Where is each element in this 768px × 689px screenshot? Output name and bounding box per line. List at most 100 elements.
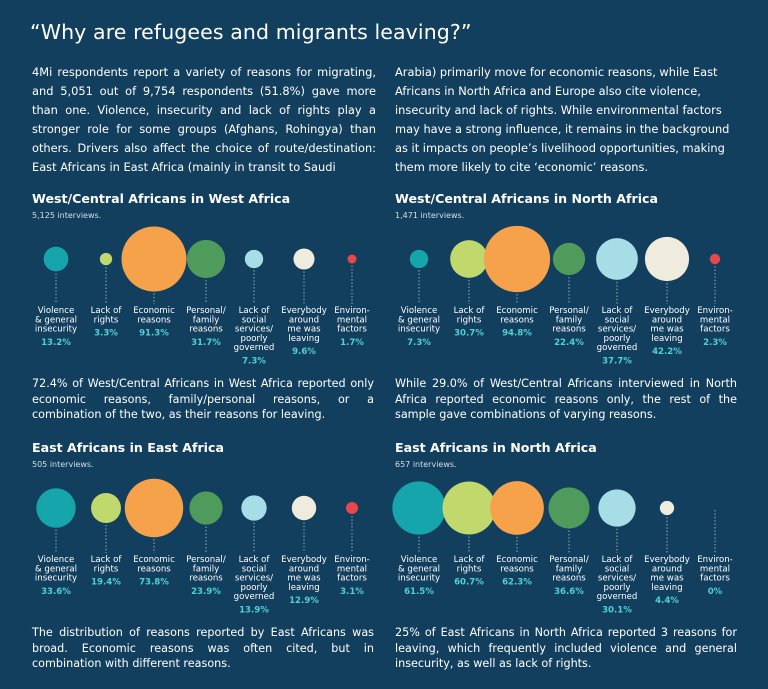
category-label-violence: Violence & general insecurity bbox=[398, 306, 440, 335]
category-label-economic: Economic reasons bbox=[496, 555, 538, 574]
bubble-personal bbox=[552, 242, 586, 276]
bubble-environmental bbox=[709, 253, 721, 265]
category-label-social: Lack of social services/poorly governed bbox=[597, 306, 638, 353]
bubble-economic bbox=[483, 225, 551, 293]
value-label-economic: 62.3% bbox=[502, 578, 532, 588]
value-label-social: 37.7% bbox=[602, 357, 632, 367]
category-label-everybody: Everybody around me was leaving bbox=[644, 306, 690, 344]
category-label-social: Lack of social services/poorly governed bbox=[234, 306, 275, 353]
panel-title-wc-north: West/Central Africans in North Africa bbox=[395, 191, 658, 206]
bubble-violence bbox=[43, 246, 69, 272]
bubble-violence bbox=[392, 481, 446, 535]
category-label-everybody: Everybody around me was leaving bbox=[281, 555, 327, 593]
value-label-personal: 31.7% bbox=[191, 338, 221, 348]
value-label-violence: 33.6% bbox=[41, 587, 71, 597]
category-label-rights: Lack of rights bbox=[91, 306, 123, 325]
category-label-personal: Personal/family reasons bbox=[186, 555, 226, 584]
bubble-economic bbox=[121, 226, 187, 292]
value-label-violence: 13.2% bbox=[41, 338, 71, 348]
page-title: “Why are refugees and migrants leaving?” bbox=[30, 20, 472, 44]
bubble-social bbox=[244, 249, 264, 269]
value-label-economic: 94.8% bbox=[502, 329, 532, 339]
bubble-everybody bbox=[293, 248, 315, 270]
category-label-environmental: Environ-mental factors bbox=[334, 555, 370, 584]
category-label-environmental: Environ-mental factors bbox=[334, 306, 370, 335]
panel-subtitle-wc-north: 1,471 interviews. bbox=[395, 211, 465, 220]
summary-wc-west: 72.4% of West/Central Africans in West A… bbox=[32, 377, 374, 421]
panel-title-wc-west: West/Central Africans in West Africa bbox=[32, 191, 291, 206]
summary-ea-east: The distribution of reasons reported by … bbox=[32, 626, 374, 670]
value-label-personal: 22.4% bbox=[554, 338, 584, 348]
category-label-social: Lack of social services/poorly governed bbox=[597, 555, 638, 602]
value-label-everybody: 4.4% bbox=[655, 596, 679, 606]
bubble-chart-wc-west: Violence & general insecurity 13.2% Lack of r… bbox=[35, 226, 370, 367]
bubble-rights bbox=[99, 252, 113, 266]
value-label-environmental: 0% bbox=[708, 587, 723, 597]
summary-wc-north: While 29.0% of West/Central Africans int… bbox=[395, 377, 737, 421]
bubble-everybody bbox=[644, 236, 690, 282]
intro-text-right: Arabia) primarily move for economic reas… bbox=[395, 65, 730, 174]
bubble-everybody bbox=[291, 495, 317, 521]
value-label-everybody: 12.9% bbox=[289, 596, 319, 606]
value-label-environmental: 1.7% bbox=[340, 338, 364, 348]
bubble-personal bbox=[548, 487, 590, 529]
value-label-rights: 3.3% bbox=[94, 329, 118, 339]
panel-subtitle-wc-west: 5,125 interviews. bbox=[32, 211, 102, 220]
category-label-rights: Lack of rights bbox=[91, 555, 123, 574]
category-label-economic: Economic reasons bbox=[133, 555, 175, 574]
bubble-violence bbox=[36, 488, 76, 528]
value-label-environmental: 3.1% bbox=[340, 587, 364, 597]
bubble-environmental bbox=[347, 254, 357, 264]
value-label-environmental: 2.3% bbox=[703, 338, 727, 348]
category-label-economic: Economic reasons bbox=[496, 306, 538, 325]
category-label-rights: Lack of rights bbox=[454, 306, 486, 325]
value-label-rights: 30.7% bbox=[454, 329, 484, 339]
bubble-environmental bbox=[346, 502, 358, 514]
panel-title-ea-north: East Africans in North Africa bbox=[395, 440, 597, 455]
value-label-rights: 60.7% bbox=[454, 578, 484, 588]
category-label-violence: Violence & general insecurity bbox=[35, 306, 77, 335]
value-label-everybody: 9.6% bbox=[292, 347, 316, 357]
value-label-economic: 91.3% bbox=[139, 329, 169, 339]
bubble-everybody bbox=[659, 500, 675, 516]
value-label-social: 13.9% bbox=[239, 606, 269, 616]
category-label-violence: Violence & general insecurity bbox=[35, 555, 77, 584]
panel-title-ea-east: East Africans in East Africa bbox=[32, 440, 224, 455]
bubble-personal bbox=[189, 491, 223, 525]
category-label-personal: Personal/family reasons bbox=[549, 555, 589, 584]
panel-subtitle-ea-north: 657 interviews. bbox=[395, 460, 457, 469]
bubble-chart-wc-north: Violence & general insecurity 7.3% Lack of ri… bbox=[398, 225, 733, 367]
value-label-personal: 36.6% bbox=[554, 587, 584, 597]
value-label-personal: 23.9% bbox=[191, 587, 221, 597]
category-label-environmental: Environ-mental factors bbox=[697, 555, 733, 584]
value-label-violence: 61.5% bbox=[404, 587, 434, 597]
bubble-rights bbox=[442, 481, 496, 535]
category-label-rights: Lack of rights bbox=[454, 555, 486, 574]
category-label-personal: Personal/family reasons bbox=[186, 306, 226, 335]
category-label-everybody: Everybody around me was leaving bbox=[281, 306, 327, 344]
category-label-everybody: Everybody around me was leaving bbox=[644, 555, 690, 593]
bubble-economic bbox=[490, 481, 544, 535]
bubble-social bbox=[596, 238, 638, 280]
bubble-economic bbox=[124, 478, 184, 538]
bubble-rights bbox=[450, 240, 488, 278]
bubble-chart-ea-north: Violence & general insecurity 61.5% Lack of r… bbox=[392, 481, 733, 616]
bubble-rights bbox=[91, 493, 121, 523]
panel-subtitle-ea-east: 505 interviews. bbox=[32, 460, 94, 469]
value-label-violence: 7.3% bbox=[407, 338, 431, 348]
intro-text-left: 4Mi respondents report a variety of reas… bbox=[32, 65, 376, 174]
bubble-violence bbox=[409, 249, 429, 269]
value-label-economic: 73.8% bbox=[139, 578, 169, 588]
value-label-social: 30.1% bbox=[602, 606, 632, 616]
category-label-personal: Personal/family reasons bbox=[549, 306, 589, 335]
value-label-rights: 19.4% bbox=[91, 578, 121, 588]
bubble-social bbox=[241, 495, 267, 521]
summary-ea-north: 25% of East Africans in North Africa rep… bbox=[395, 626, 737, 670]
value-label-everybody: 42.2% bbox=[652, 347, 682, 357]
category-label-environmental: Environ-mental factors bbox=[697, 306, 733, 335]
category-label-social: Lack of social services/poorly governed bbox=[234, 555, 275, 602]
category-label-violence: Violence & general insecurity bbox=[398, 555, 440, 584]
bubble-chart-ea-east: Violence & general insecurity 33.6% Lack of r… bbox=[35, 478, 370, 616]
category-label-economic: Economic reasons bbox=[133, 306, 175, 325]
